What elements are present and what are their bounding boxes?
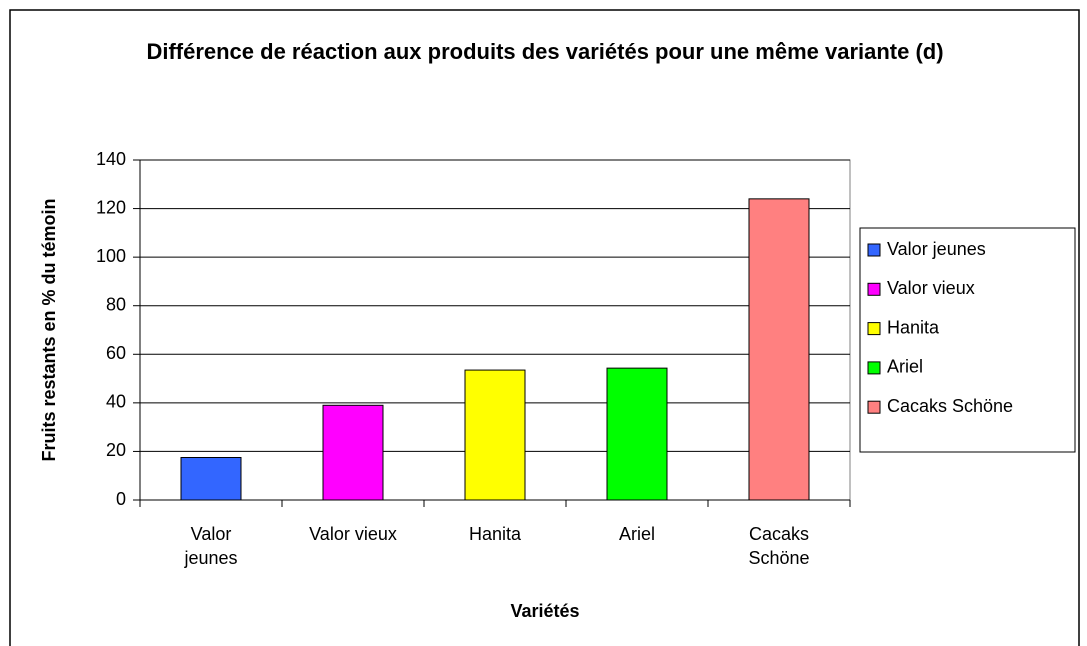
legend-swatch	[867, 243, 881, 257]
legend-swatch	[867, 322, 881, 336]
y-tick-label: 120	[96, 197, 126, 217]
chart-title: Différence de réaction aux produits des …	[146, 39, 944, 64]
bar	[748, 198, 810, 501]
legend-swatch	[867, 400, 881, 414]
y-tick-label: 140	[96, 149, 126, 169]
bar	[464, 369, 526, 501]
x-tick-label: Valor vieux	[309, 524, 397, 544]
y-tick-label: 60	[106, 343, 126, 363]
legend-label: Cacaks Schöne	[887, 396, 1013, 416]
x-tick-label: Cacaks Schöne	[748, 524, 810, 568]
y-tick-label: 0	[116, 489, 126, 509]
y-axis-title: Fruits restants en % du témoin	[39, 198, 59, 461]
legend-swatch	[867, 282, 881, 296]
x-axis-title: Variétés	[510, 601, 579, 621]
bar	[322, 404, 384, 501]
legend-label: Ariel	[887, 357, 923, 377]
legend-label: Hanita	[887, 317, 940, 337]
legend-label: Valor vieux	[887, 278, 975, 298]
bar	[180, 457, 242, 501]
x-tick-label: Hanita	[468, 524, 522, 544]
y-tick-label: 40	[106, 392, 126, 412]
y-tick-label: 100	[96, 246, 126, 266]
y-tick-label: 80	[106, 294, 126, 314]
bar	[606, 367, 668, 501]
x-tick-label: Valor jeunes	[184, 524, 238, 568]
legend-swatch	[867, 361, 881, 375]
y-tick-label: 20	[106, 440, 126, 460]
x-tick-label: Ariel	[618, 524, 655, 544]
legend	[859, 227, 1076, 453]
legend-label: Valor jeunes	[887, 239, 986, 259]
